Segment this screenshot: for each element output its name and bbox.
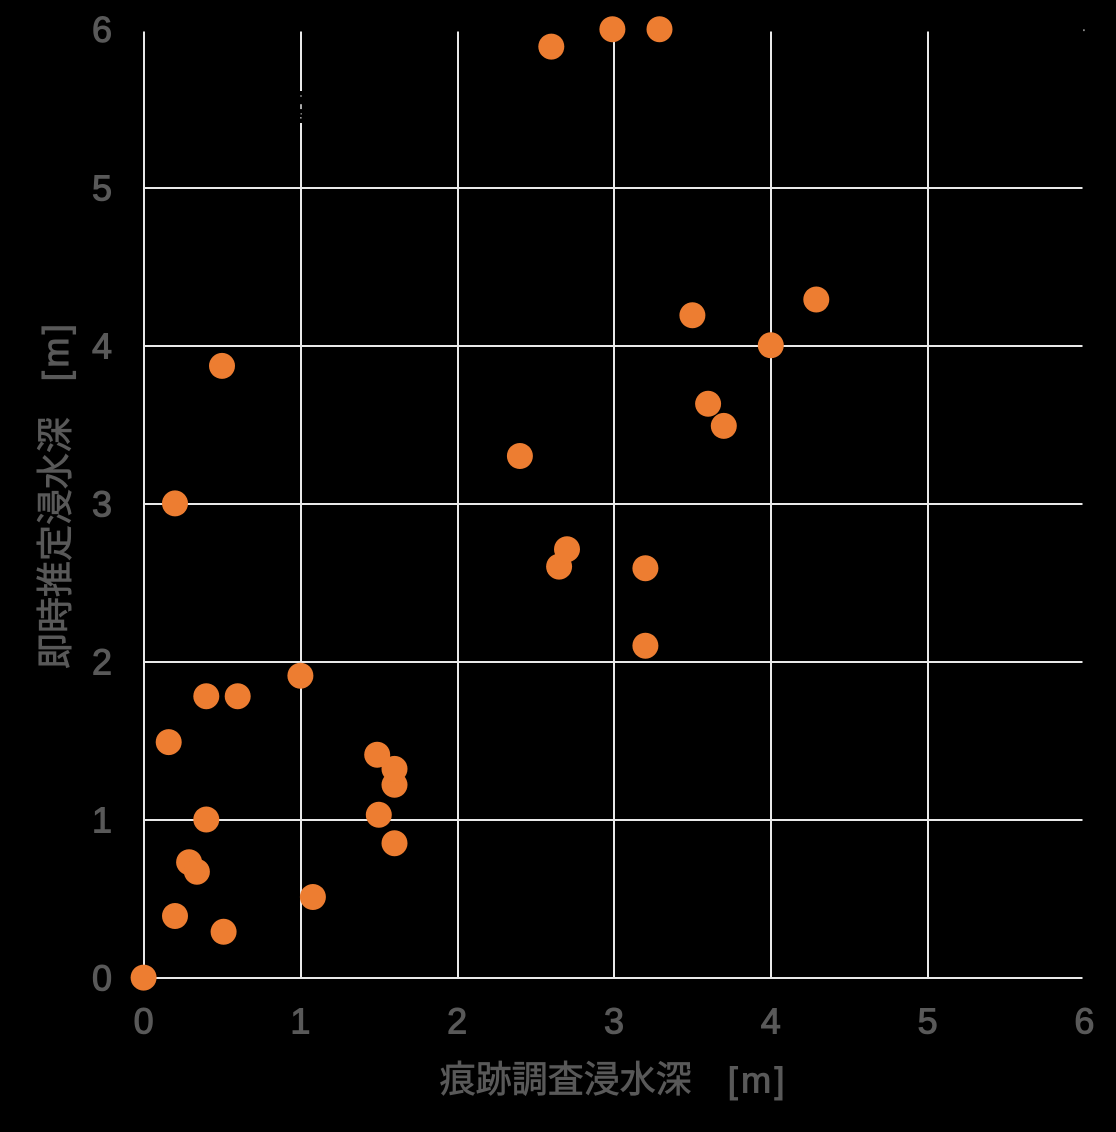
svg-text:[m]: [m] bbox=[728, 1059, 788, 1100]
svg-text:2: 2 bbox=[92, 642, 112, 683]
svg-text:4: 4 bbox=[92, 325, 112, 366]
svg-text:3: 3 bbox=[92, 483, 112, 524]
svg-text:3: 3 bbox=[604, 1000, 624, 1041]
svg-text:[m]: [m] bbox=[35, 321, 76, 381]
svg-text:2: 2 bbox=[447, 1000, 467, 1041]
svg-text:1: 1 bbox=[290, 1000, 310, 1041]
svg-text:6: 6 bbox=[92, 9, 112, 50]
svg-text:4: 4 bbox=[761, 1000, 781, 1041]
svg-text:5: 5 bbox=[92, 167, 112, 208]
svg-text:0: 0 bbox=[134, 1000, 154, 1041]
svg-text:5: 5 bbox=[918, 1000, 938, 1041]
svg-text:1: 1 bbox=[92, 800, 112, 841]
svg-text:0: 0 bbox=[92, 958, 112, 999]
svg-text:6: 6 bbox=[1074, 1000, 1094, 1041]
